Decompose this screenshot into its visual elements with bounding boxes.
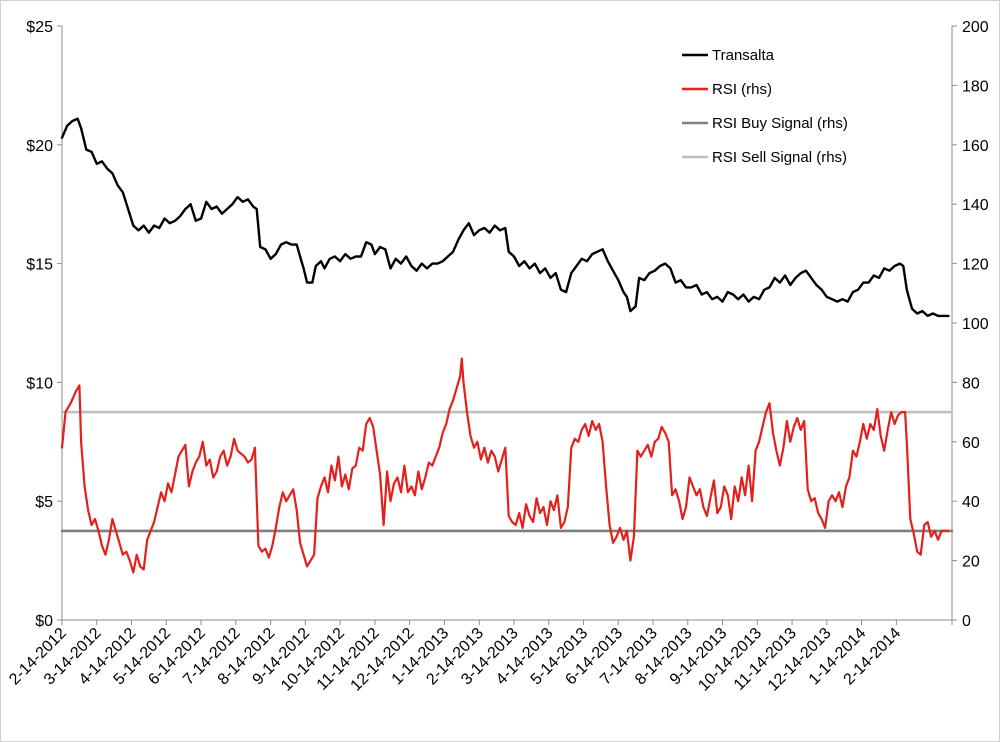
y-right-tick-label: 180 [962, 78, 989, 95]
series-line-rsi-rhs [60, 357, 950, 574]
y-right-tick-label: 200 [962, 19, 989, 36]
y-right-tick-label: 120 [962, 257, 989, 274]
legend-label-transalta: Transalta [712, 47, 775, 64]
legend-label-rsi-buy-signal-rhs: RSI Buy Signal (rhs) [712, 115, 848, 132]
series-layer [60, 117, 954, 574]
y-left-tick-label: $10 [26, 375, 53, 392]
y-left-tick-label: $20 [26, 138, 53, 155]
y-right-tick-label: 160 [962, 138, 989, 155]
series-line-transalta [60, 117, 950, 318]
legend-label-rsi-rhs: RSI (rhs) [712, 81, 772, 98]
y-right-tick-label: 60 [962, 435, 980, 452]
y-right-tick-label: 0 [962, 613, 971, 630]
y-right-tick-label: 80 [962, 375, 980, 392]
y-left-tick-label: $0 [35, 613, 53, 630]
y-right-tick-label: 40 [962, 494, 980, 511]
legend-label-rsi-sell-signal-rhs: RSI Sell Signal (rhs) [712, 149, 847, 166]
y-left-tick-label: $25 [26, 19, 53, 36]
legend: Transalta RSI (rhs) RSI Buy Signal (rhs) RS… [682, 47, 848, 166]
y-left-tick-label: $5 [35, 494, 53, 511]
y-left-tick-label: $15 [26, 257, 53, 274]
y-right-tick-label: 100 [962, 316, 989, 333]
y-right-tick-label: 20 [962, 554, 980, 571]
y-right-tick-label: 140 [962, 197, 989, 214]
